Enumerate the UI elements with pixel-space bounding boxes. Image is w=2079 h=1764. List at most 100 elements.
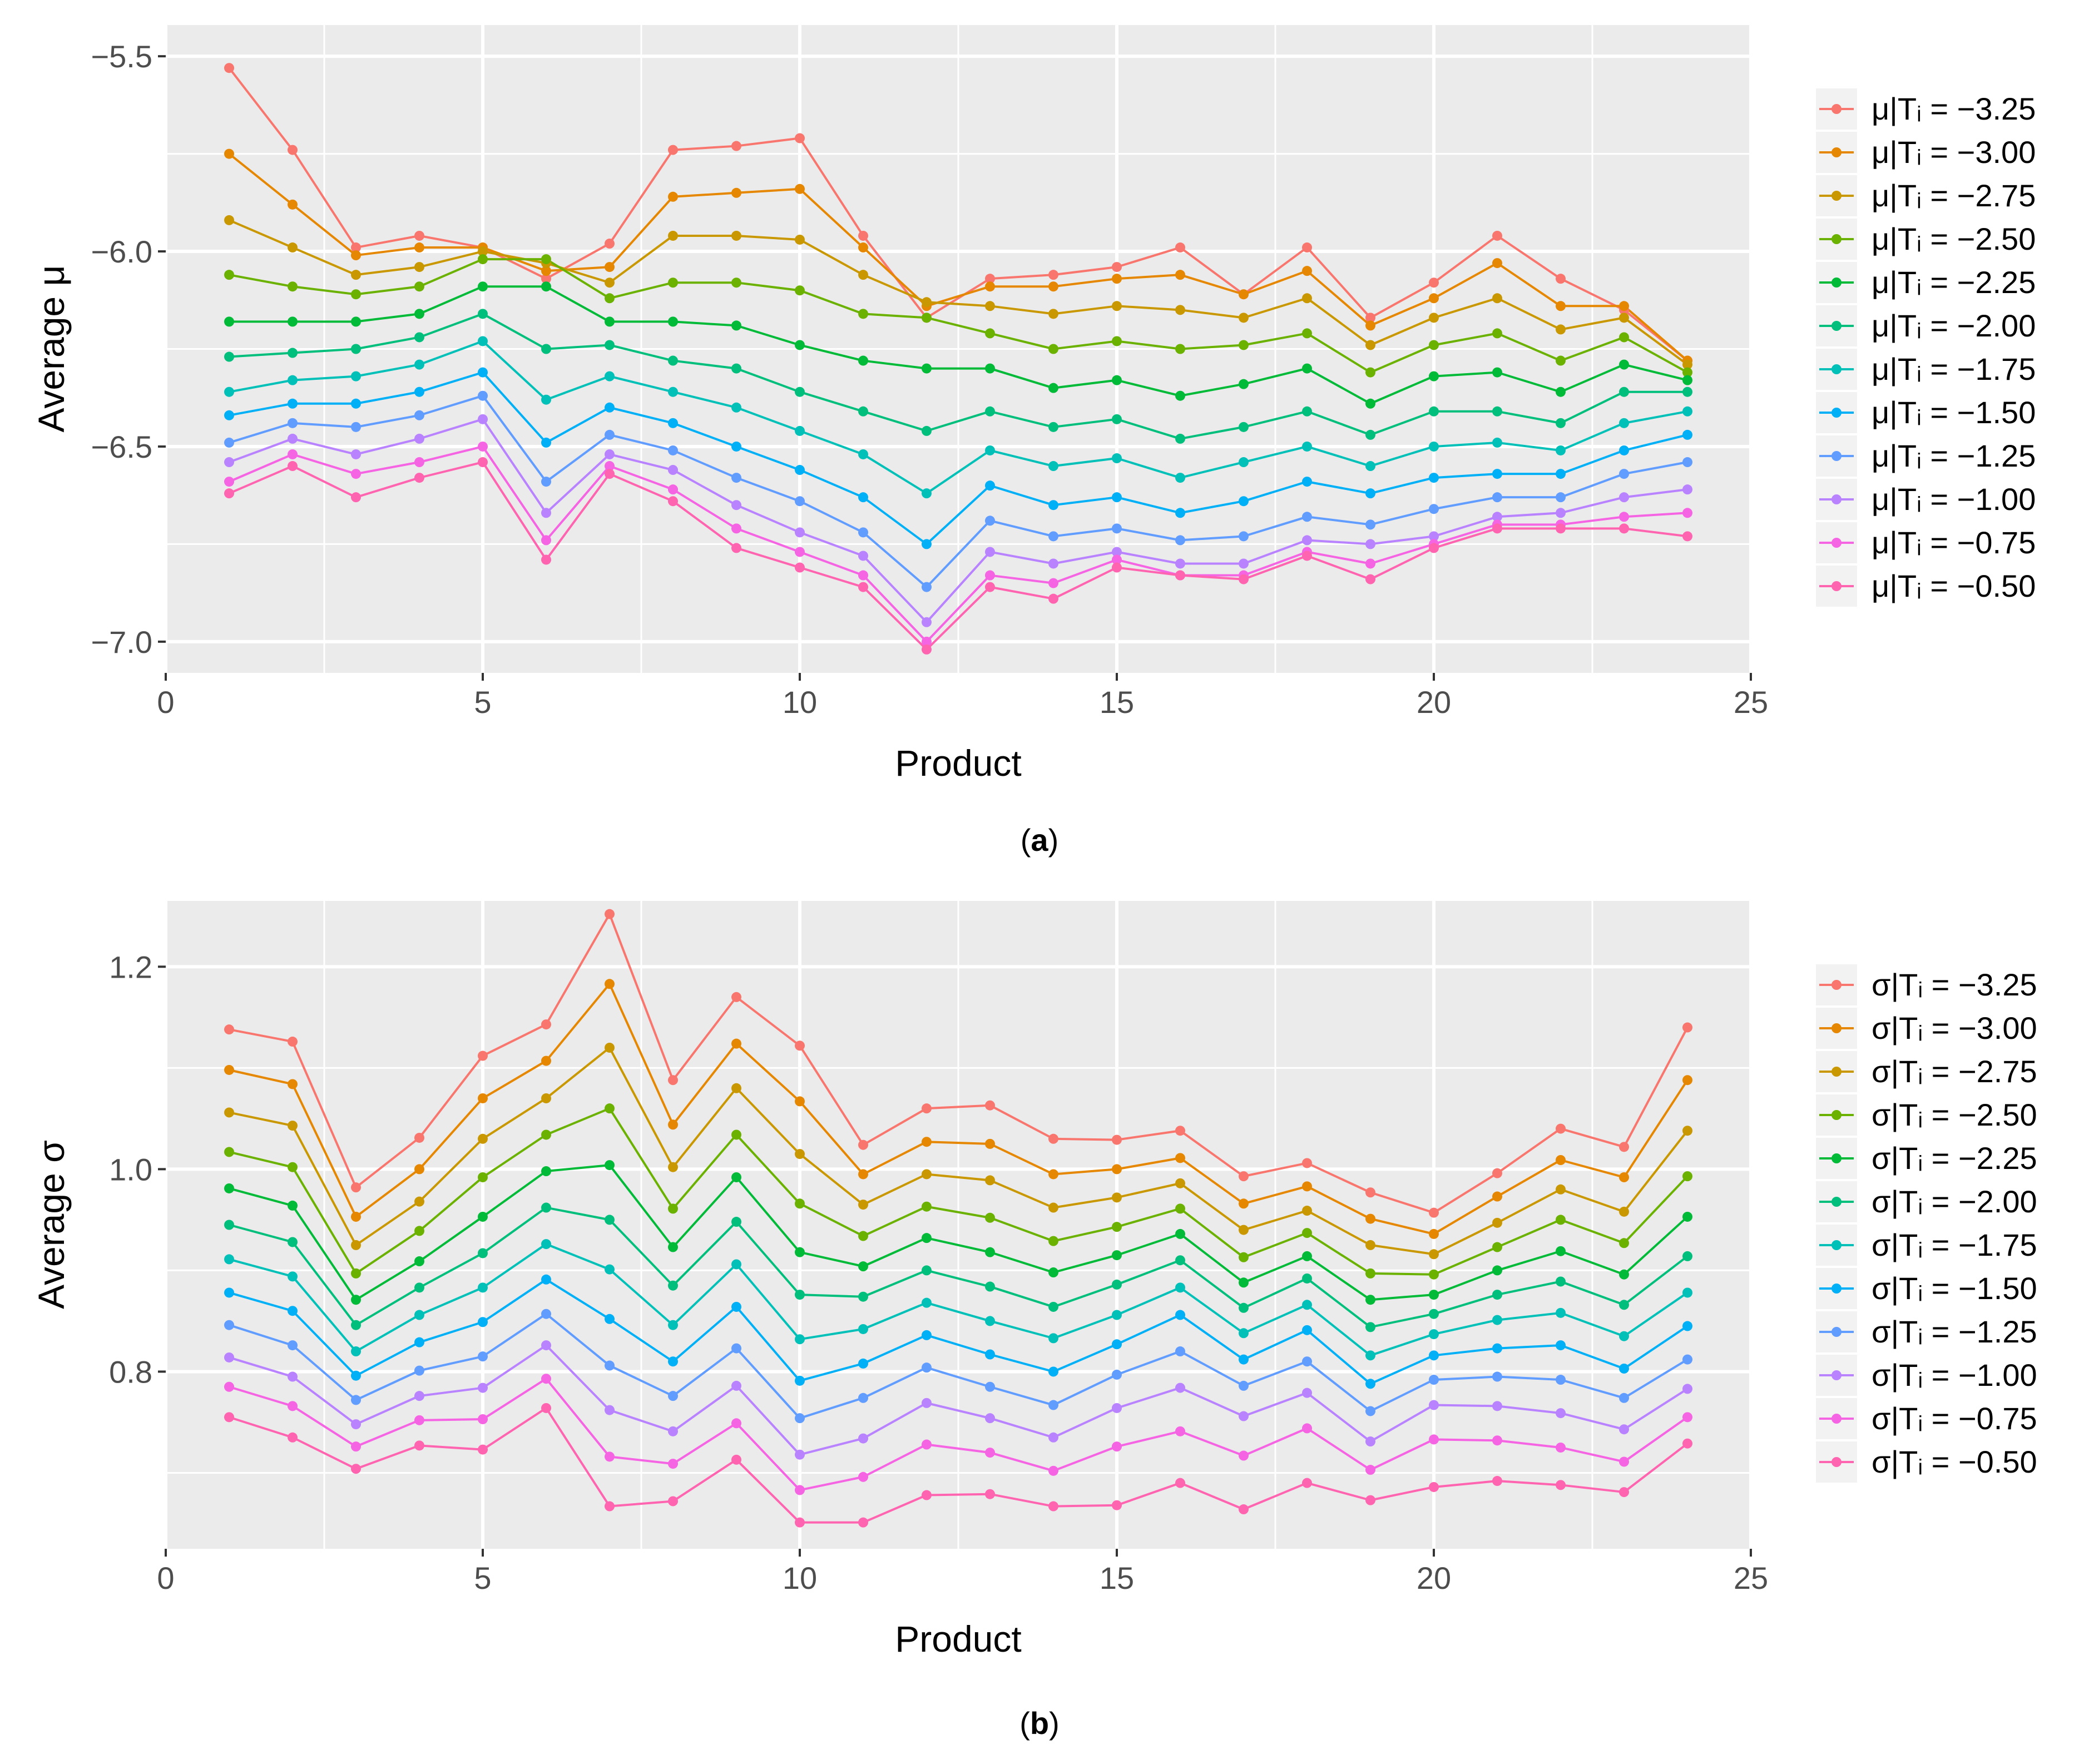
data-point — [1556, 1276, 1566, 1287]
data-point — [1112, 1500, 1122, 1510]
data-point — [414, 1391, 424, 1401]
data-point — [1302, 242, 1312, 253]
data-point — [1492, 1191, 1502, 1202]
data-point — [668, 278, 678, 288]
data-point — [731, 1418, 741, 1429]
data-point — [1175, 270, 1185, 280]
data-point — [1302, 1251, 1312, 1261]
data-point — [1112, 562, 1122, 573]
data-point — [1239, 1328, 1249, 1339]
data-point — [1175, 473, 1185, 483]
data-point — [1365, 429, 1375, 440]
data-point — [731, 320, 741, 331]
series-line-7 — [229, 1243, 1689, 1357]
data-point — [478, 246, 488, 257]
data-point — [858, 1139, 868, 1150]
data-point — [1429, 1309, 1439, 1319]
data-point — [985, 406, 995, 417]
legend-key-point — [1832, 191, 1842, 201]
data-point — [1682, 429, 1692, 440]
data-point — [985, 1175, 995, 1186]
data-point — [541, 1202, 551, 1213]
data-point — [1175, 1426, 1185, 1436]
data-point — [1429, 371, 1439, 381]
data-point — [795, 1334, 805, 1345]
legend-key-point — [1832, 1370, 1842, 1380]
data-point — [1239, 1277, 1249, 1288]
data-point — [541, 274, 551, 284]
chart-panel-a: 0 5 10 15 20 25 −7.0 −6.5 −6.0 −5.5 Product Avera… — [31, 25, 2036, 858]
data-point — [1619, 1393, 1629, 1403]
data-point — [1492, 492, 1502, 503]
data-point — [1112, 1441, 1122, 1452]
data-point — [668, 191, 678, 202]
data-point — [478, 390, 488, 401]
data-point — [414, 281, 424, 292]
data-point — [351, 1320, 361, 1330]
data-point — [288, 1200, 298, 1211]
data-point — [858, 270, 868, 280]
data-point — [1112, 492, 1122, 503]
data-point — [478, 1317, 488, 1327]
data-point — [1175, 570, 1185, 581]
data-point — [1112, 262, 1122, 272]
data-point — [1682, 1384, 1692, 1394]
data-point — [1429, 1329, 1439, 1340]
data-point — [985, 363, 995, 374]
data-point — [985, 1381, 995, 1392]
x-tick-label: 0 — [157, 1560, 174, 1595]
legend-key-point — [1832, 581, 1842, 591]
data-point — [731, 402, 741, 413]
data-point — [224, 1183, 234, 1193]
data-point — [1365, 461, 1375, 472]
data-point — [478, 281, 488, 292]
data-point — [795, 1198, 805, 1209]
data-point — [1048, 1400, 1058, 1410]
data-point — [858, 1433, 868, 1444]
data-point — [1619, 469, 1629, 479]
data-point — [605, 340, 615, 350]
x-tick-label: 20 — [1417, 1560, 1451, 1595]
data-point — [731, 500, 741, 511]
legend-item-6: μ|Tᵢ = −2.00 — [1816, 305, 2036, 346]
data-point — [1682, 484, 1692, 495]
data-point — [478, 254, 488, 265]
data-point — [1175, 1310, 1185, 1320]
data-point — [1556, 301, 1566, 311]
data-point — [351, 250, 361, 261]
data-point — [922, 1233, 932, 1243]
data-point — [605, 402, 615, 413]
data-point — [351, 1370, 361, 1381]
data-point — [1556, 274, 1566, 284]
data-point — [1682, 1171, 1692, 1182]
y-tick-label: −5.5 — [91, 39, 152, 74]
data-point — [1175, 1255, 1185, 1266]
legend-item-7: μ|Tᵢ = −1.75 — [1816, 349, 2036, 390]
legend-key-point — [1832, 147, 1842, 157]
data-point — [541, 1340, 551, 1351]
data-point — [541, 1129, 551, 1140]
series-line-2 — [228, 153, 1689, 362]
x-tick-label: 20 — [1417, 685, 1451, 720]
data-point — [1112, 1339, 1122, 1350]
data-point — [1556, 508, 1566, 518]
series-line-11 — [229, 445, 1688, 643]
data-point — [605, 429, 615, 440]
data-point — [1048, 281, 1058, 292]
data-point — [478, 309, 488, 319]
data-point — [1556, 1442, 1566, 1453]
svg-text:(b): (b) — [1019, 1706, 1060, 1741]
data-point — [1619, 492, 1629, 503]
data-point — [351, 1240, 361, 1250]
data-point — [668, 484, 678, 495]
data-point — [1556, 1215, 1566, 1225]
data-point — [668, 1242, 678, 1252]
legend-label: σ|Tᵢ = −2.75 — [1872, 1054, 2037, 1089]
data-point — [858, 551, 868, 561]
data-point — [1682, 1321, 1692, 1331]
legend-item-11: σ|Tᵢ = −0.75 — [1816, 1398, 2037, 1439]
data-point — [1048, 1133, 1058, 1144]
data-point — [1112, 336, 1122, 346]
data-point — [858, 242, 868, 253]
data-point — [605, 316, 615, 327]
